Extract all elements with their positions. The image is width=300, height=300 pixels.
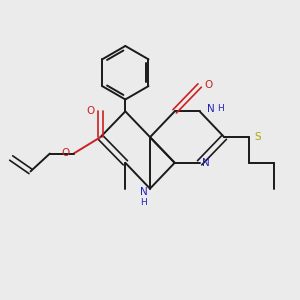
- Text: H: H: [217, 104, 224, 113]
- Text: O: O: [87, 106, 95, 116]
- Text: N: N: [202, 158, 210, 168]
- Text: O: O: [204, 80, 213, 90]
- Text: O: O: [61, 148, 69, 158]
- Text: N: N: [207, 104, 215, 114]
- Text: N: N: [140, 187, 147, 196]
- Text: S: S: [254, 132, 261, 142]
- Text: H: H: [140, 197, 147, 206]
